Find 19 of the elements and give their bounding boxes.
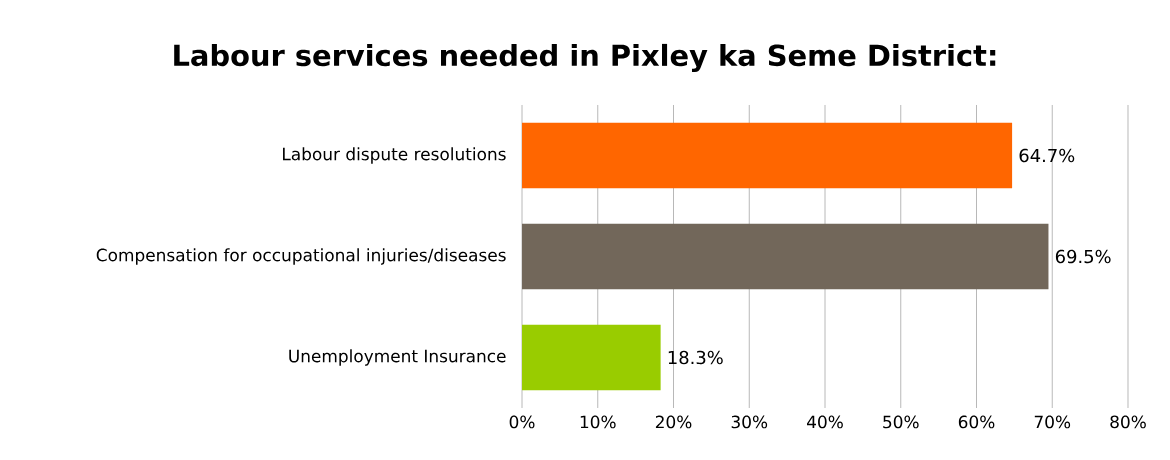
x-tick-label: 30% xyxy=(731,415,768,429)
data-label: 64.7% xyxy=(1019,148,1075,163)
data-label: 18.3% xyxy=(668,350,723,365)
bar xyxy=(522,324,661,391)
y-tick-label: Unemployment Insurance xyxy=(289,349,506,366)
x-tick-label: 20% xyxy=(655,415,692,429)
y-tick-label: Labour dispute resolutions xyxy=(283,147,506,164)
x-tick-label: 60% xyxy=(958,415,995,429)
x-tick-label: 80% xyxy=(1110,415,1146,429)
y-tick-label: Compensation for occupational injuries/diseases xyxy=(96,248,506,265)
data-label: 69.5% xyxy=(1055,249,1111,264)
bar xyxy=(522,223,1049,290)
x-tick-label: 40% xyxy=(807,415,843,429)
x-tick-label: 10% xyxy=(580,415,616,429)
bar xyxy=(522,122,1013,189)
chart-title: Labour services needed in Pixley ka Seme District: xyxy=(174,43,996,73)
x-tick-label: 0% xyxy=(509,415,535,429)
x-tick-label: 50% xyxy=(883,415,919,429)
x-tick-label: 70% xyxy=(1034,415,1071,429)
